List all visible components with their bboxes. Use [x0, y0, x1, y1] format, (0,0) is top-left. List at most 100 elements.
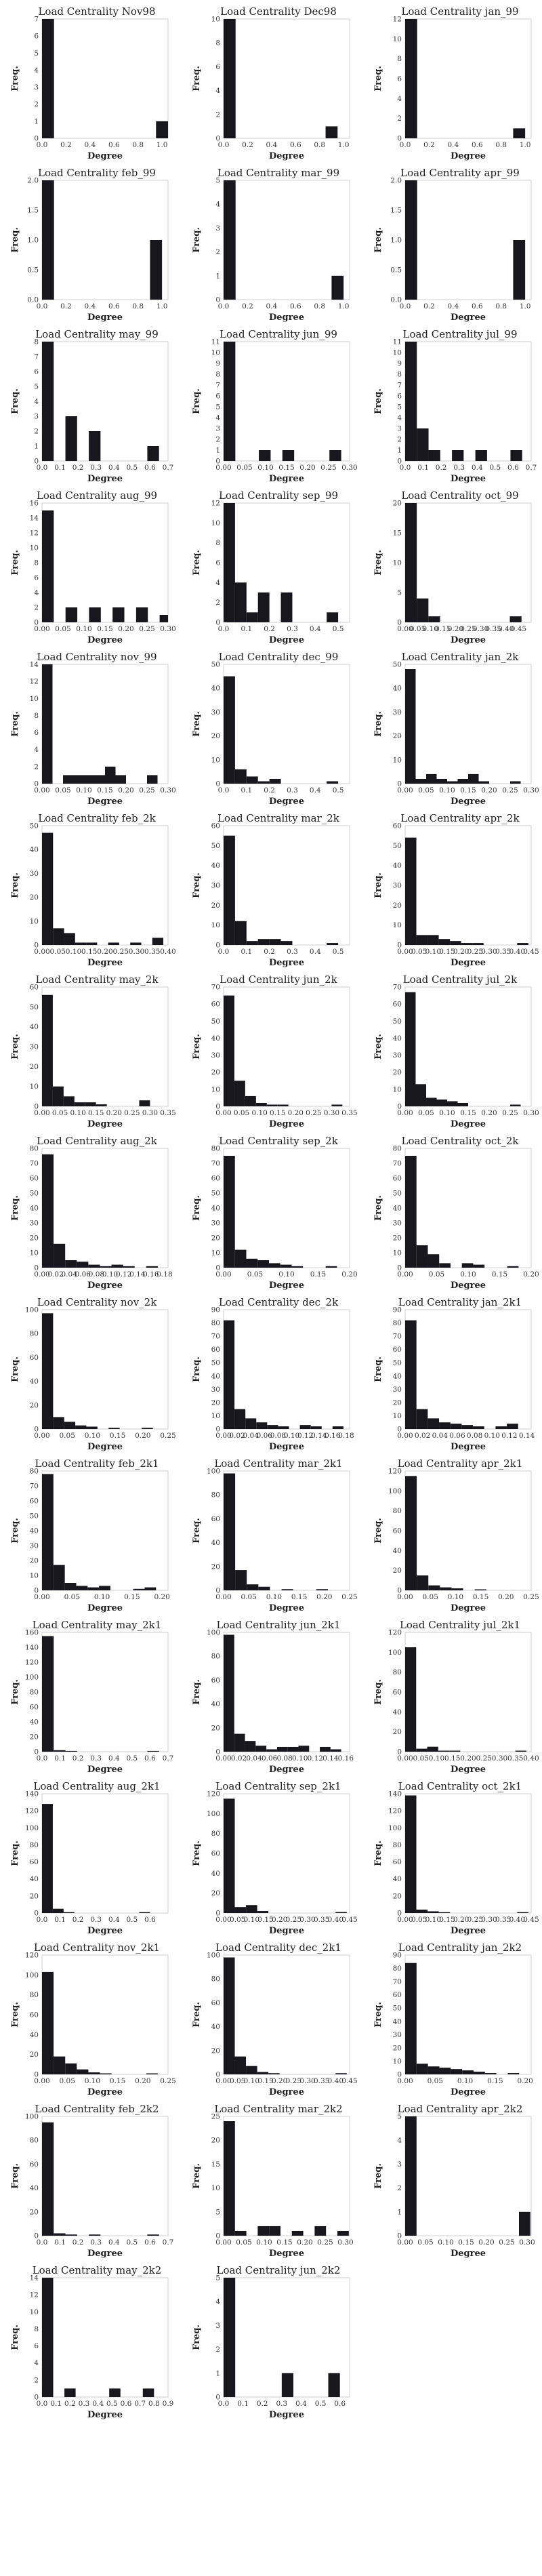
y-tick-label: 70 — [30, 1483, 39, 1491]
x-tick-label: 0.15 — [435, 625, 451, 633]
x-tick-label: 0.05 — [64, 1593, 80, 1601]
y-tick-label: 10 — [393, 559, 402, 567]
x-tick-label: 0.18 — [157, 1270, 172, 1279]
y-tick-label: 40 — [211, 862, 220, 870]
x-tick-label: 0.15 — [97, 786, 112, 794]
x-tick-label: 0.05 — [423, 1593, 438, 1601]
x-tick-label: 0.20 — [272, 2077, 287, 2085]
y-tick-label: 100 — [25, 1971, 39, 1979]
histogram-bar — [63, 775, 74, 784]
x-axis-label: Degree — [269, 1926, 304, 1936]
x-tick-label: 0.00 — [34, 625, 49, 633]
histogram-bar — [224, 19, 236, 138]
x-axis-label: Degree — [87, 1765, 123, 1775]
y-tick-label: 2 — [215, 2346, 220, 2354]
y-tick-label: 3 — [215, 224, 220, 233]
y-tick-label: 7 — [397, 382, 402, 390]
x-tick-label: 0.04 — [243, 1432, 259, 1440]
histogram-bar — [75, 942, 87, 945]
histogram-bar — [269, 2226, 280, 2236]
x-tick-label: 0.10 — [439, 1109, 455, 1117]
histogram-bar — [462, 2070, 474, 2074]
x-tick-label: 0.6 — [144, 464, 156, 472]
x-tick-label: 0.4 — [108, 1754, 120, 1763]
y-tick-label: 40 — [30, 1205, 39, 1213]
y-axis-label: Freq. — [373, 1034, 383, 1060]
y-tick-label: 8 — [34, 2325, 39, 2333]
y-tick-label: 1 — [397, 447, 402, 455]
y-tick-label: 4 — [34, 66, 39, 75]
histogram-bar — [282, 450, 295, 461]
x-axis-label: Degree — [269, 2249, 304, 2259]
x-tick-label: 0.10 — [244, 2077, 259, 2085]
x-tick-label: 0.2 — [72, 1916, 84, 1924]
x-tick-label: 0.45 — [341, 2077, 357, 2085]
x-tick-label: 0.30 — [299, 2077, 315, 2085]
x-tick-label: 0.3 — [287, 625, 298, 633]
y-tick-label: 10 — [393, 2057, 402, 2066]
y-tick-label: 0 — [34, 1103, 39, 1111]
plot-frame — [404, 825, 532, 946]
x-tick-label: 0.00 — [215, 1754, 231, 1763]
x-tick-label: 0.00 — [397, 625, 413, 633]
histogram-bar — [417, 1575, 429, 1590]
x-tick-label: 0.10 — [423, 625, 438, 633]
histogram-svg: Load Centrality sep_99 0.0 0.1 0.2 0.3 0.4 0.5… — [192, 489, 350, 645]
histogram-svg: Load Centrality Dec98 0.0 0.2 0.4 0.6 0.8 1.0 0… — [192, 5, 350, 161]
y-tick-label: 20 — [393, 2044, 402, 2052]
histogram-bar — [416, 1245, 428, 1268]
histogram-bar — [89, 431, 101, 461]
y-tick-label: 50 — [211, 1018, 220, 1026]
histogram-bar — [451, 2069, 463, 2074]
y-tick-label: 30 — [30, 1220, 39, 1228]
y-axis-label: Freq. — [192, 1356, 202, 1382]
histogram-bar — [447, 781, 458, 784]
plot-frame — [41, 825, 169, 946]
x-tick-label: 0.00 — [397, 2077, 413, 2085]
y-tick-label: 40 — [211, 685, 220, 693]
y-tick-label: 40 — [211, 1539, 220, 1547]
x-tick-label: 0.00 — [34, 1270, 49, 1279]
histogram-bar — [513, 240, 526, 300]
y-tick-label: 4 — [397, 95, 402, 103]
x-tick-label: 0.2 — [264, 948, 275, 956]
y-tick-label: 0 — [34, 2394, 39, 2402]
x-tick-label: 0.05 — [230, 1916, 245, 1924]
y-tick-label: 2 — [215, 599, 220, 607]
x-tick-label: 0.5 — [490, 464, 501, 472]
x-tick-label: 0.4 — [310, 786, 321, 794]
y-tick-label: 60 — [393, 1527, 402, 1535]
y-tick-label: 0 — [397, 1910, 402, 1918]
x-tick-label: 0.15 — [276, 2238, 292, 2247]
x-tick-label: 0.05 — [60, 2077, 75, 2085]
x-axis-label: Degree — [269, 313, 304, 323]
histogram-bar — [255, 1746, 267, 1752]
y-axis-label: Freq. — [192, 711, 202, 737]
x-tick-label: 0.00 — [397, 1754, 413, 1763]
y-tick-label: 50 — [393, 842, 402, 850]
histogram-bar — [54, 2056, 66, 2074]
chart-title: Load Centrality apr_99 — [400, 167, 520, 179]
x-tick-label: 0.8 — [495, 302, 507, 310]
x-tick-label: 0.25 — [467, 1916, 483, 1924]
x-tick-label: 0.3 — [287, 948, 298, 956]
histogram-bar — [123, 1266, 135, 1268]
x-tick-label: 0.10 — [284, 1432, 299, 1440]
y-axis-label: Freq. — [373, 1840, 383, 1866]
x-tick-label: 0.20 — [481, 786, 497, 794]
y-tick-label: 0 — [215, 780, 220, 788]
histogram-svg: Load Centrality Nov98 0.0 0.2 0.4 0.6 0.8 1.0 0… — [10, 5, 169, 161]
x-axis-label: Degree — [451, 1926, 486, 1936]
histogram-svg: Load Centrality feb_2k1 0.00 0.05 0.10 0.15 0… — [10, 1457, 170, 1613]
histogram-bar — [64, 933, 75, 945]
histogram-panel: Load Centrality Dec98 0.0 0.2 0.4 0.6 0.8 1.0 0… — [182, 1, 351, 161]
x-tick-label: 0.00 — [397, 786, 413, 794]
x-tick-label: 0.30 — [473, 625, 488, 633]
x-axis-label: Degree — [451, 1765, 486, 1775]
x-tick-label: 0.3 — [90, 1754, 102, 1763]
x-tick-label: 0.8 — [132, 141, 144, 149]
histogram-bar — [89, 2234, 101, 2236]
plot-frame — [223, 664, 350, 784]
x-tick-label: 0.40 — [328, 1916, 343, 1924]
x-axis-label: Degree — [451, 1603, 486, 1613]
